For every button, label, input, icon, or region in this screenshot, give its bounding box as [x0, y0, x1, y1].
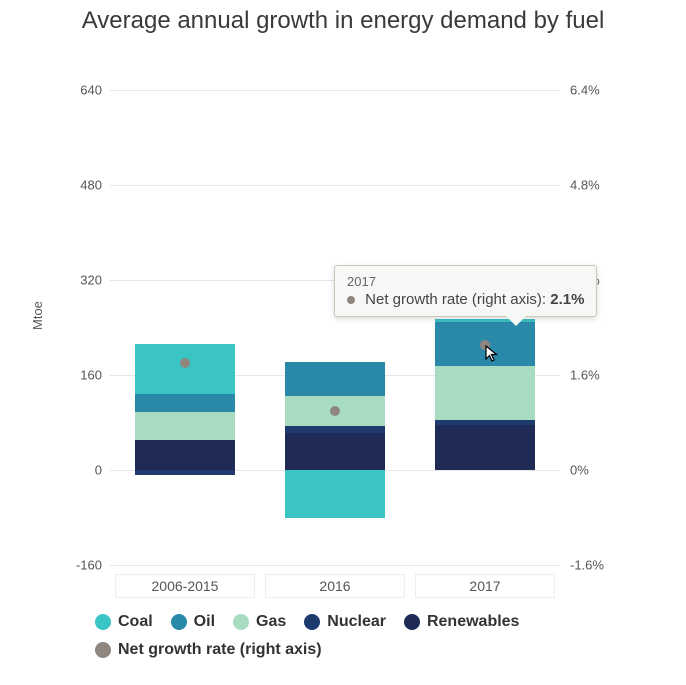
legend-swatch-icon: [233, 614, 249, 630]
bar-segment-gas[interactable]: [135, 412, 236, 441]
gridline: [110, 565, 560, 566]
bar-segment-coal[interactable]: [135, 344, 236, 394]
bar-segment-nuclear[interactable]: [435, 420, 536, 426]
y-left-tick: 480: [62, 178, 102, 193]
legend-swatch-icon: [171, 614, 187, 630]
legend-item[interactable]: Nuclear: [304, 610, 386, 634]
y-right-tick: 4.8%: [570, 178, 620, 193]
x-category-label: 2006-2015: [115, 574, 255, 598]
legend-swatch-icon: [304, 614, 320, 630]
tooltip-bullet-icon: [347, 296, 355, 304]
legend-item[interactable]: Coal: [95, 610, 153, 634]
y-right-tick: 6.4%: [570, 83, 620, 98]
tooltip-series-label: Net growth rate (right axis):: [365, 291, 546, 308]
y-left-tick: 160: [62, 368, 102, 383]
legend-item[interactable]: Renewables: [404, 610, 519, 634]
bar-segment-renewables[interactable]: [135, 440, 236, 470]
legend-label: Nuclear: [327, 610, 386, 634]
tooltip-value: 2.1%: [550, 291, 584, 308]
growth-rate-dot[interactable]: [180, 358, 190, 368]
legend-label: Coal: [118, 610, 153, 634]
x-category-label: 2017: [415, 574, 555, 598]
plot-area: [110, 90, 560, 565]
legend-label: Gas: [256, 610, 286, 634]
bar-segment-renewables[interactable]: [285, 433, 386, 470]
bar-segment-renewables[interactable]: [435, 425, 536, 470]
tooltip: 2017 Net growth rate (right axis): 2.1%: [334, 265, 597, 317]
legend-item[interactable]: Oil: [171, 610, 215, 634]
bar-segment-oil[interactable]: [285, 362, 386, 396]
bar-segment-oil[interactable]: [135, 394, 236, 412]
bar-segment-gas[interactable]: [435, 366, 536, 419]
legend-item[interactable]: Net growth rate (right axis): [95, 638, 322, 662]
legend-label: Net growth rate (right axis): [118, 638, 322, 662]
legend-swatch-icon: [404, 614, 420, 630]
growth-rate-dot[interactable]: [480, 340, 490, 350]
legend-label: Oil: [194, 610, 215, 634]
bar-segment-coal[interactable]: [285, 470, 386, 518]
y-right-tick: -1.6%: [570, 558, 620, 573]
tooltip-row: Net growth rate (right axis): 2.1%: [347, 291, 584, 308]
x-category-label: 2016: [265, 574, 405, 598]
y-left-tick: 320: [62, 273, 102, 288]
y-left-tick: 0: [62, 463, 102, 478]
y-right-tick: 0%: [570, 463, 620, 478]
legend-label: Renewables: [427, 610, 519, 634]
chart-title: Average annual growth in energy demand b…: [0, 0, 686, 36]
bar-segment-nuclear[interactable]: [135, 470, 236, 475]
tooltip-category: 2017: [347, 274, 584, 289]
legend-swatch-icon: [95, 642, 111, 658]
y-left-tick: -160: [62, 558, 102, 573]
bar-group: [285, 90, 386, 565]
bar-group: [435, 90, 536, 565]
y-axis-left-label: Mtoe: [30, 301, 45, 330]
y-right-tick: 1.6%: [570, 368, 620, 383]
legend: Coal Oil Gas Nuclear Renewables Net growth ra…: [95, 610, 615, 666]
bar-segment-nuclear[interactable]: [285, 426, 386, 433]
growth-rate-dot[interactable]: [330, 406, 340, 416]
legend-item[interactable]: Gas: [233, 610, 286, 634]
legend-swatch-icon: [95, 614, 111, 630]
y-left-tick: 640: [62, 83, 102, 98]
bar-group: [135, 90, 236, 565]
